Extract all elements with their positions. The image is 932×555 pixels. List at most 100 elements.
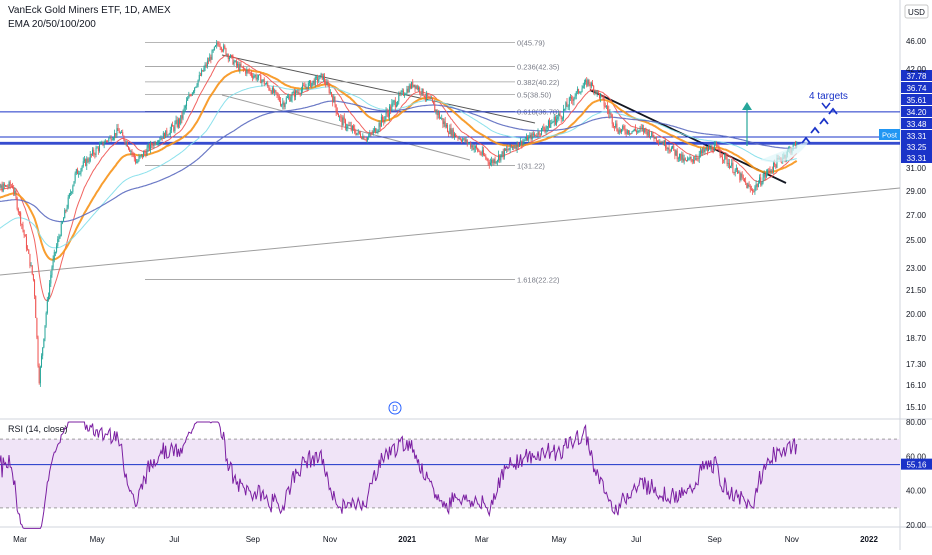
candle-down (19, 212, 20, 213)
candle-up (31, 265, 32, 266)
candle-up (651, 132, 652, 136)
candle-up (92, 150, 93, 155)
candle-up (54, 252, 55, 259)
currency-button[interactable]: USD (905, 5, 928, 18)
candle-down (539, 132, 540, 135)
candle-down (34, 280, 35, 296)
candle-down (11, 186, 12, 187)
candle-down (663, 142, 664, 144)
candle-down (228, 54, 229, 59)
candle-up (316, 77, 317, 78)
candle-down (2, 185, 3, 191)
candle-up (295, 91, 296, 97)
candle-up (41, 356, 42, 367)
x-tick-label: Jul (631, 535, 641, 544)
candle-down (344, 117, 345, 119)
candle-down (181, 115, 182, 118)
candle-down (372, 133, 373, 134)
rsi-label: RSI (14, close) (8, 424, 68, 434)
candle-down (271, 91, 272, 94)
candle-up (735, 170, 736, 173)
candle-up (766, 173, 767, 176)
candle-down (711, 146, 712, 151)
candle-up (297, 92, 298, 93)
candle-down (768, 170, 769, 171)
candle-up (230, 55, 231, 58)
candle-down (399, 94, 400, 95)
candle-up (158, 141, 159, 144)
candle-up (373, 131, 374, 134)
candle-down (128, 147, 129, 149)
candle-up (580, 92, 581, 93)
candle-up (758, 183, 759, 187)
candle-down (605, 106, 606, 107)
candle-down (544, 130, 545, 132)
candle-down (489, 162, 490, 165)
candle-down (620, 130, 621, 132)
candle-down (470, 143, 471, 147)
candle-down (727, 157, 728, 164)
candle-up (235, 61, 236, 62)
candle-up (319, 75, 320, 79)
candle-down (329, 86, 330, 93)
candle-up (705, 150, 706, 152)
candle-up (684, 158, 685, 161)
candle-down (483, 150, 484, 155)
candle-up (522, 141, 523, 145)
candle-down (713, 151, 714, 152)
candle-down (289, 96, 290, 101)
candle-up (409, 85, 410, 92)
candle-down (270, 90, 271, 91)
candle-down (720, 151, 721, 156)
candle-down (20, 213, 21, 224)
candle-up (747, 185, 748, 189)
candle-up (541, 128, 542, 135)
candle-up (391, 104, 392, 111)
y-tick-label: 17.30 (906, 360, 927, 369)
candle-up (715, 144, 716, 145)
level-price-label: 36.74 (906, 84, 927, 93)
candle-up (534, 135, 535, 136)
candle-up (150, 143, 151, 149)
candle-up (82, 166, 83, 169)
candle-down (456, 137, 457, 138)
candle-up (86, 159, 87, 166)
candle-up (564, 109, 565, 110)
candle-up (141, 154, 142, 156)
candle-down (455, 133, 456, 136)
candle-up (493, 159, 494, 163)
candle-down (513, 147, 514, 148)
level-price-label: 34.20 (906, 108, 927, 117)
candle-down (673, 146, 674, 150)
candle-down (630, 133, 631, 134)
candle-up (101, 142, 102, 143)
candle-up (532, 134, 533, 140)
candle-up (570, 97, 571, 98)
candle-up (346, 128, 347, 129)
candle-up (126, 142, 127, 143)
candle-down (17, 198, 18, 209)
candle-down (437, 110, 438, 115)
candle-up (227, 54, 228, 55)
candle-up (113, 138, 114, 139)
candle-down (231, 55, 232, 56)
candle-down (460, 138, 461, 140)
event-marker[interactable]: D (389, 402, 401, 414)
candle-up (169, 134, 170, 135)
candle-down (598, 91, 599, 93)
candle-up (406, 89, 407, 94)
candle-up (452, 130, 453, 136)
candle-up (767, 170, 768, 174)
candle-down (172, 125, 173, 127)
candle-up (47, 299, 48, 313)
candle-down (395, 101, 396, 107)
candle-up (606, 106, 607, 107)
candle-up (676, 151, 677, 156)
candle-up (496, 162, 497, 163)
candle-up (67, 208, 68, 211)
candle-up (517, 142, 518, 149)
candle-down (224, 46, 225, 49)
candle-up (591, 83, 592, 86)
candle-up (53, 259, 54, 267)
